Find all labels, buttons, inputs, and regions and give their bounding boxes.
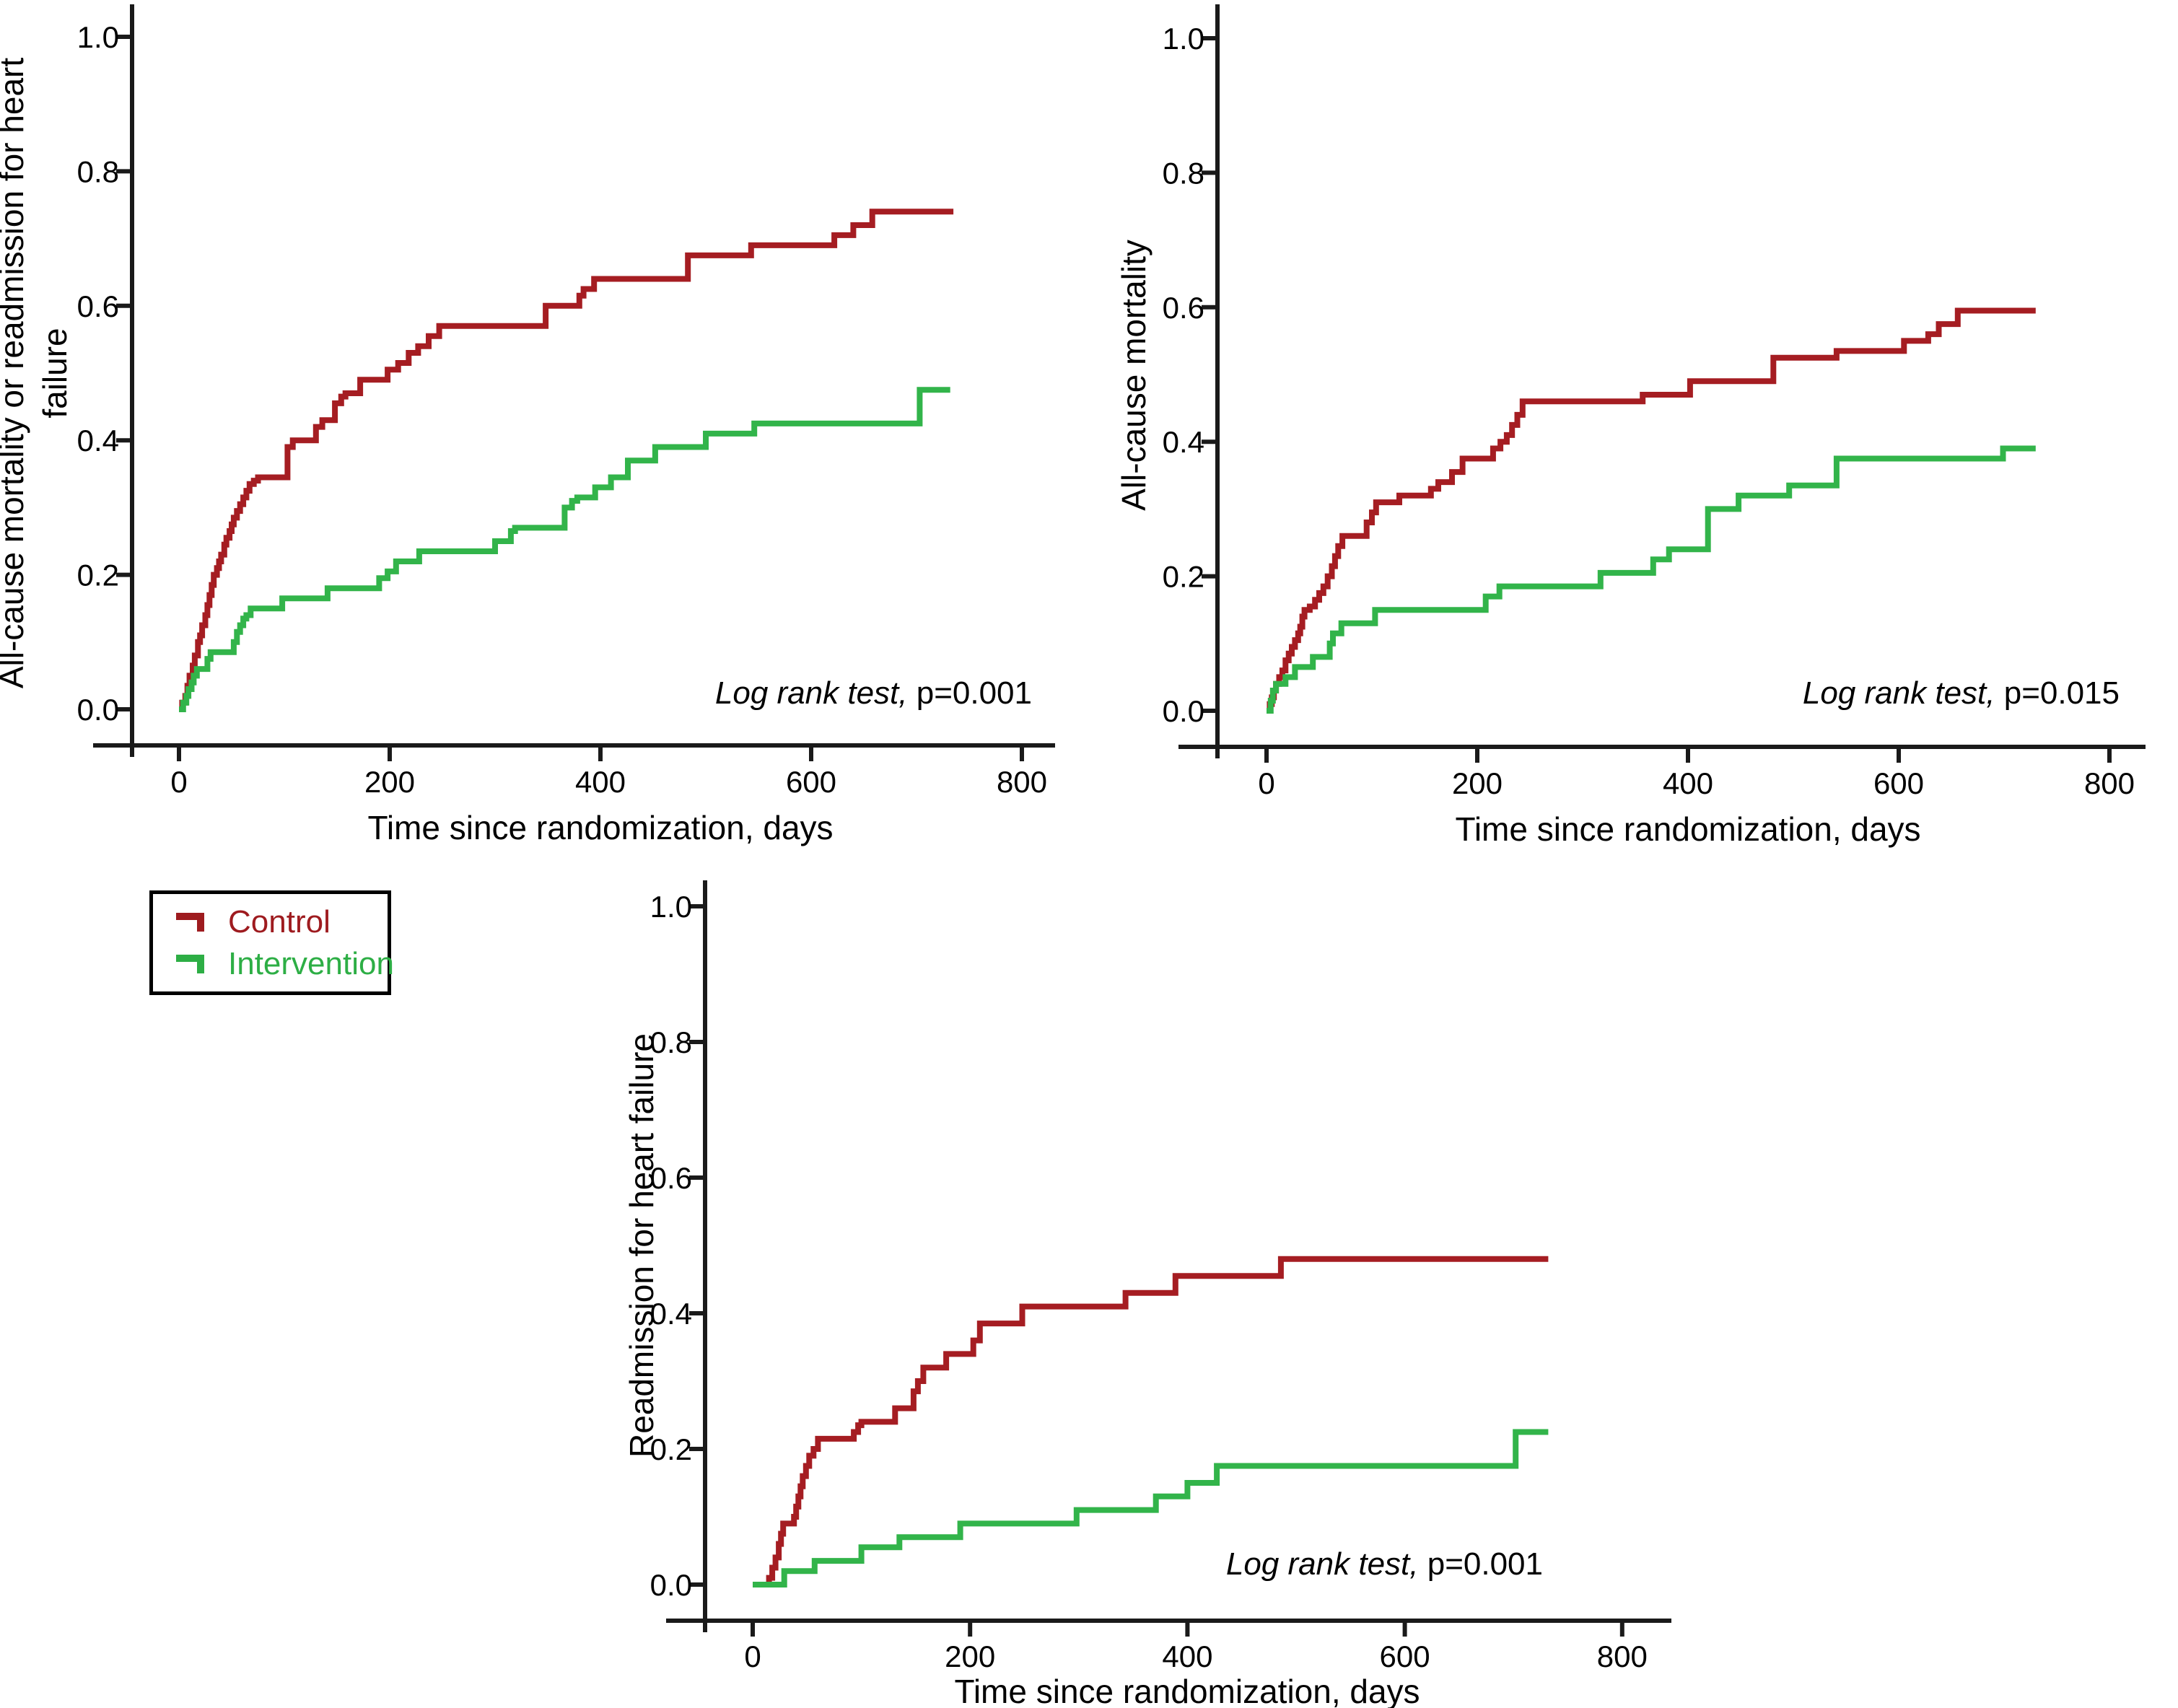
x-tick-label: 600 bbox=[1380, 1639, 1430, 1673]
legend: Control Intervention bbox=[149, 890, 394, 995]
y-tick-label: 0.0 bbox=[1163, 694, 1204, 728]
y-tick-label: 1.0 bbox=[1163, 22, 1204, 56]
y-tick-label: 0.4 bbox=[1163, 425, 1204, 459]
y-axis-title: All-cause mortality or readmission for h… bbox=[0, 58, 30, 689]
control-curve bbox=[179, 209, 954, 712]
x-tick-label: 600 bbox=[1873, 766, 1924, 800]
x-tick-label: 600 bbox=[786, 765, 836, 799]
control-curve bbox=[1267, 307, 2036, 714]
x-tick-label: 400 bbox=[1162, 1639, 1212, 1673]
control-curve bbox=[764, 1256, 1549, 1587]
chart-composite-endpoint: 0.0 0.2 0.4 0.6 0.8 1.0 0 200 400 600 800 All-cause… bbox=[0, 4, 1055, 846]
y-tick-label: 0.6 bbox=[650, 1161, 692, 1195]
y-tick-label: 0.4 bbox=[650, 1297, 692, 1331]
x-tick-label: 0 bbox=[744, 1639, 761, 1673]
y-axis-title: All-cause mortality bbox=[1115, 240, 1153, 511]
log-rank-annotation: Log rank test, p=0.015 bbox=[1803, 675, 2120, 711]
intervention-curve bbox=[753, 1429, 1549, 1587]
y-tick-label: 0.6 bbox=[77, 289, 119, 323]
intervention-curve bbox=[179, 387, 950, 712]
chart-readmission: 0.0 0.2 0.4 0.6 0.8 1.0 0 200 400 600 800 Readmissi… bbox=[623, 880, 1671, 1708]
y-tick-label: 0.8 bbox=[1163, 156, 1204, 190]
y-tick-label: 0.2 bbox=[1163, 560, 1204, 594]
x-tick-label: 800 bbox=[1597, 1639, 1648, 1673]
x-axis-title: Time since randomization, days bbox=[954, 1673, 1420, 1708]
y-tick-label: 0.2 bbox=[77, 559, 119, 592]
y-tick-label: 0.4 bbox=[77, 424, 119, 457]
y-tick-label: 0.2 bbox=[650, 1432, 692, 1466]
intervention-step-line-icon bbox=[176, 954, 204, 973]
x-tick-label: 400 bbox=[575, 765, 626, 799]
y-tick-label: 0.0 bbox=[650, 1568, 692, 1602]
legend-item-intervention: Intervention bbox=[173, 947, 394, 980]
log-rank-annotation: Log rank test, p=0.001 bbox=[715, 675, 1032, 711]
y-tick-label: 0.8 bbox=[650, 1025, 692, 1059]
y-tick-label: 1.0 bbox=[77, 20, 119, 54]
y-axis-title: failure bbox=[36, 328, 74, 418]
x-axis-title: Time since randomization, days bbox=[367, 809, 833, 846]
y-axis-title: Readmission for heart failure bbox=[623, 1033, 660, 1458]
x-tick-label: 200 bbox=[364, 765, 415, 799]
x-tick-label: 200 bbox=[945, 1639, 995, 1673]
x-tick-label: 800 bbox=[997, 765, 1047, 799]
x-tick-label: 400 bbox=[1663, 766, 1713, 800]
x-tick-label: 800 bbox=[2084, 766, 2135, 800]
legend-label-intervention: Intervention bbox=[228, 945, 394, 981]
control-step-line-icon bbox=[176, 912, 204, 932]
intervention-curve bbox=[1267, 445, 2036, 714]
x-tick-label: 0 bbox=[170, 765, 187, 799]
x-tick-label: 0 bbox=[1258, 766, 1274, 800]
y-tick-label: 0.6 bbox=[1163, 291, 1204, 325]
y-tick-label: 0.0 bbox=[77, 693, 119, 727]
y-tick-label: 1.0 bbox=[650, 890, 692, 924]
legend-item-control: Control bbox=[173, 906, 388, 938]
log-rank-annotation: Log rank test, p=0.001 bbox=[1226, 1546, 1543, 1582]
legend-label-control: Control bbox=[228, 903, 331, 940]
chart-all-cause-mortality: 0.0 0.2 0.4 0.6 0.8 1.0 0 200 400 600 800 All-cause… bbox=[1115, 4, 2146, 848]
x-axis-title: Time since randomization, days bbox=[1455, 810, 1920, 848]
y-tick-label: 0.8 bbox=[77, 154, 119, 188]
x-tick-label: 200 bbox=[1452, 766, 1503, 800]
